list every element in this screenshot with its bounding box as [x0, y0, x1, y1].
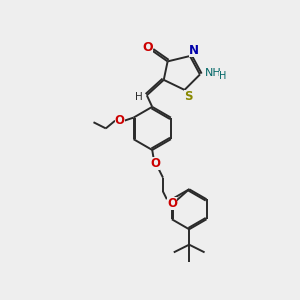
Text: O: O	[167, 197, 177, 210]
Text: O: O	[115, 114, 125, 127]
Text: S: S	[184, 90, 193, 103]
Text: N: N	[189, 44, 199, 57]
Text: O: O	[142, 41, 153, 54]
Text: O: O	[150, 157, 160, 170]
Text: H: H	[219, 71, 227, 81]
Text: NH: NH	[205, 68, 221, 78]
Text: H: H	[135, 92, 143, 102]
